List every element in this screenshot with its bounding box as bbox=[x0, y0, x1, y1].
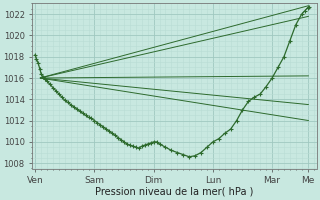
X-axis label: Pression niveau de la mer( hPa ): Pression niveau de la mer( hPa ) bbox=[95, 187, 253, 197]
